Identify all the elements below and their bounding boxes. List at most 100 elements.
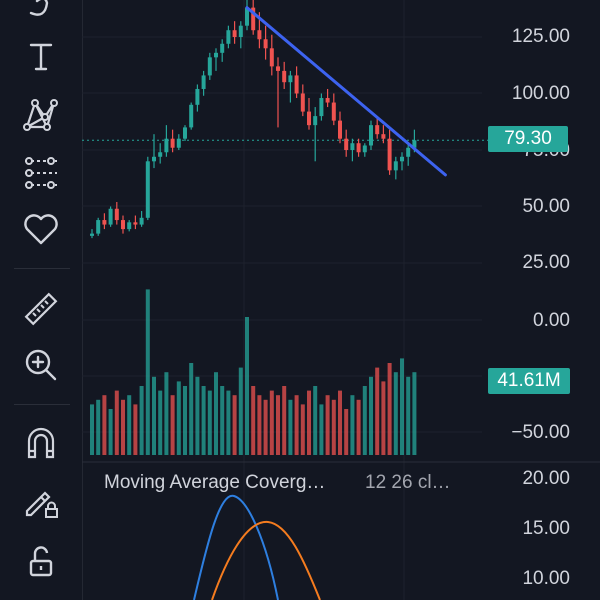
brush-tool-button[interactable] [16,0,66,32]
current-price-tag: 79.30 [488,126,568,152]
volume-bar [152,376,156,455]
candle-body [145,161,150,218]
text-icon [29,43,53,71]
candle-body [226,30,231,44]
zoom-in-icon [25,349,57,381]
macd-indicator-title[interactable]: Moving Average Coverg… [104,472,326,493]
volume-bar [145,289,150,455]
volume-bar [133,404,138,455]
macd-line [193,494,279,600]
indicators-settings-button[interactable] [16,150,66,196]
macd-axis-label: 20.00 [522,468,570,489]
ruler-icon [24,292,58,326]
volume-bar [108,409,113,455]
candle-body [362,145,367,153]
volume-bar [381,381,386,455]
zoom-in-button[interactable] [16,342,66,388]
volume-bar [412,372,417,455]
volume-bar [369,376,373,455]
candle-body [387,138,392,171]
ruler-tool-button[interactable] [16,286,66,332]
volume-tag: 41.61M [488,368,570,394]
candle-body [325,98,330,103]
volume-bar [263,399,268,455]
pattern-icon [23,99,58,131]
price-axis-label: 25.00 [522,252,570,273]
volume-bar [288,399,293,455]
volume-bar [127,395,132,455]
candle-body [369,125,373,146]
volume-bar [344,409,349,455]
candle-body [400,156,404,162]
candle-body [139,217,144,225]
brush-icon [29,0,49,16]
volume-bar [176,381,181,455]
candle-body [393,161,398,171]
volume-bar [257,395,262,455]
volume-bar [158,390,163,455]
volume-bar [400,358,404,455]
candle-body [127,222,132,230]
volume-bar [90,404,94,455]
volume-bar [387,363,392,455]
candle-body [207,57,212,76]
price-axis-label: 100.00 [511,83,570,104]
price-axis-label: −50.00 [511,422,570,443]
chart-canvas[interactable] [82,0,600,600]
candle-body [375,125,380,135]
candle-body [344,138,349,150]
volume-bar [183,386,187,455]
volume-bar [375,367,380,455]
volume-bar [406,376,411,455]
volume-bar [350,395,355,455]
volume-bar [251,386,256,455]
candle-body [350,143,355,150]
unlock-icon [29,546,53,577]
unlock-button[interactable] [16,538,66,584]
volume-bar [338,390,342,455]
candle-body [90,233,94,236]
volume-bar [307,390,311,455]
macd-indicator-params[interactable]: 12 26 cl… [365,472,451,493]
volume-bar [393,372,398,455]
volume-bar [313,386,318,455]
lock-drawing-button[interactable] [16,478,66,524]
candle-body [257,30,262,40]
candle-body [263,39,268,49]
favorites-button[interactable] [16,206,66,252]
candle-body [189,104,194,128]
candle-body [214,52,218,58]
volume-bar [114,390,119,455]
candle-body [276,66,280,71]
pattern-tool-button[interactable] [16,92,66,138]
chart-area[interactable] [82,0,600,600]
volume-bar [226,390,231,455]
candle-body [164,138,169,153]
candle-body [245,7,249,26]
candle-body [313,116,318,126]
macd-axis-label: 10.00 [522,568,570,589]
drawing-toolbar [0,0,83,600]
volume-bar [245,317,249,455]
candle-body [96,220,101,234]
magnet-button[interactable] [16,420,66,466]
toolbar-separator [14,404,70,405]
text-tool-button[interactable] [16,34,66,80]
price-axis-label: 50.00 [522,196,570,217]
candle-body [294,75,299,94]
candle-body [300,93,305,112]
volume-bar [195,376,200,455]
volume-bar [139,386,144,455]
toolbar-separator [14,268,70,269]
candle-body [114,208,119,221]
volume-bar [102,395,107,455]
indicators-settings-icon [25,157,57,189]
trend-line [245,6,447,177]
volume-bar [319,404,324,455]
volume-bar [362,386,367,455]
candle-body [121,220,125,230]
volume-bar [121,399,125,455]
candle-body [356,143,361,153]
candle-body [412,140,417,148]
volume-bar [220,386,225,455]
